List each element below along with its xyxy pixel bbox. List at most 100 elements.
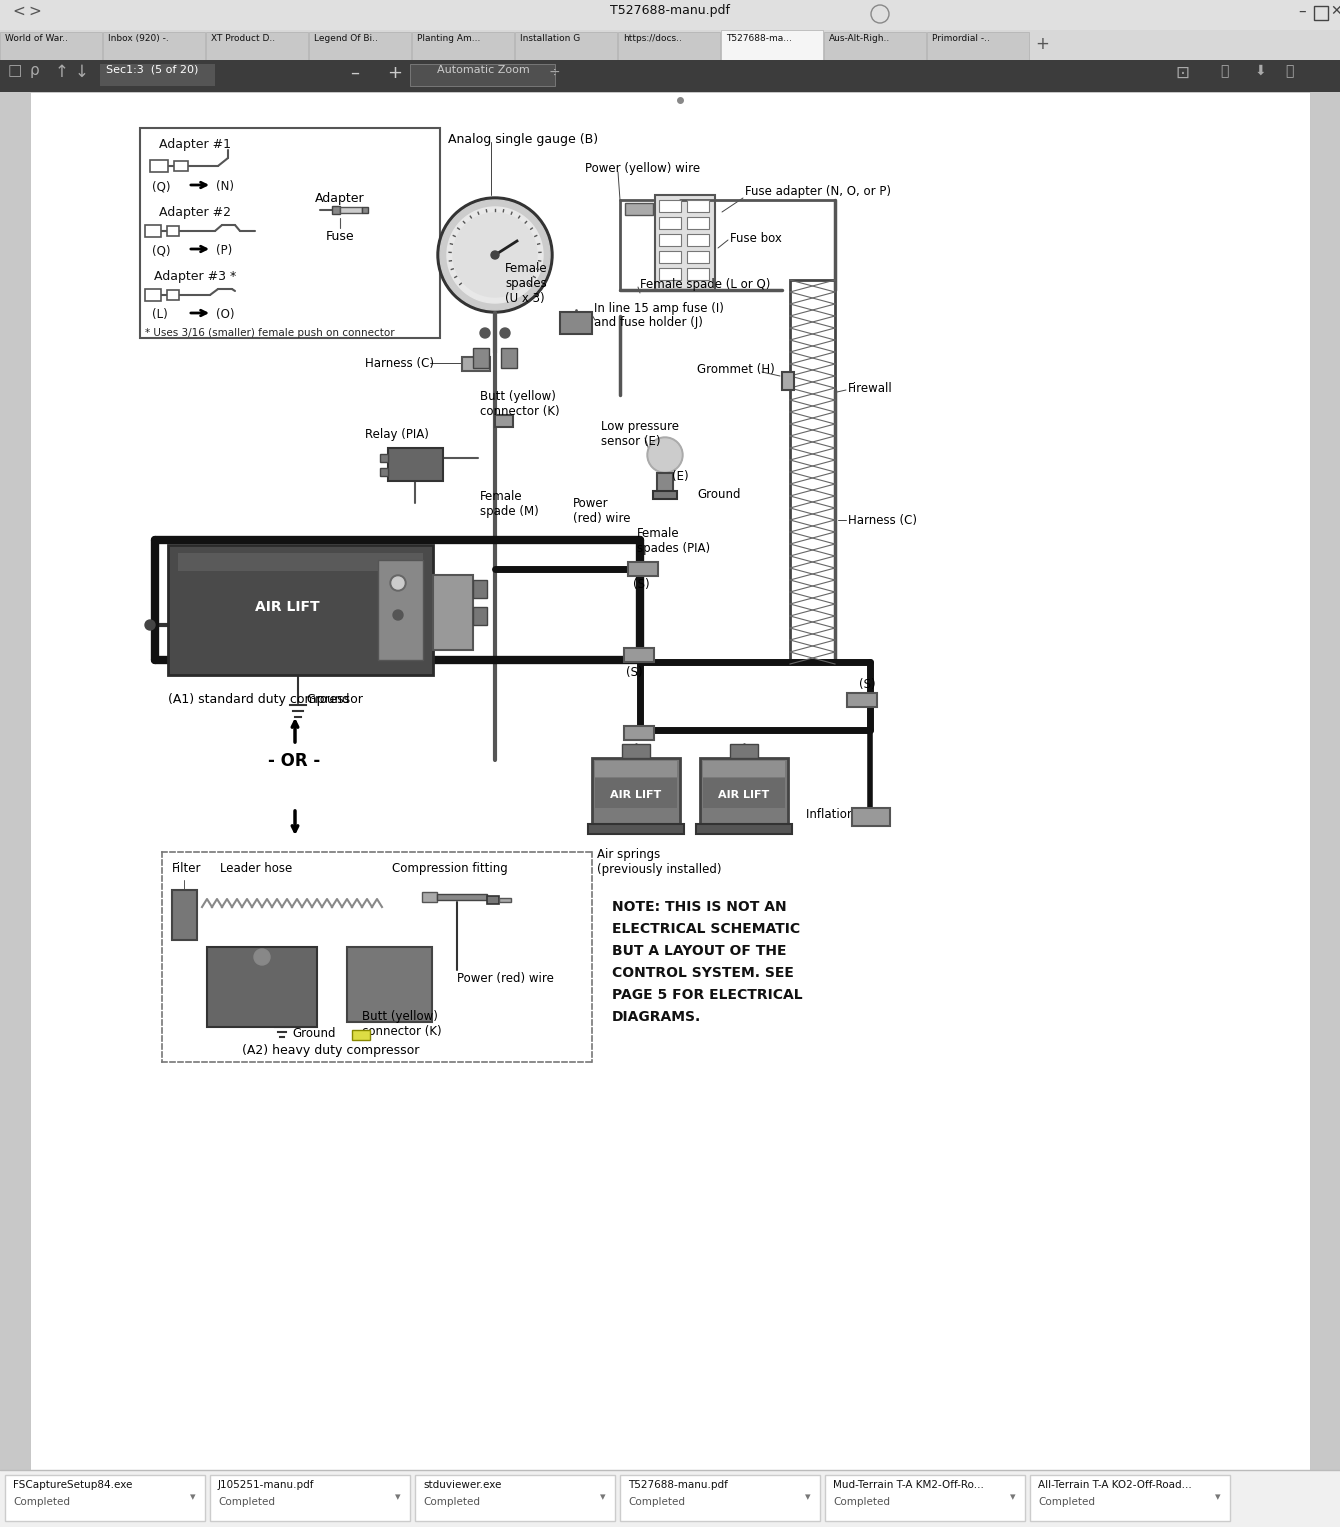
Text: PAGE 5 FOR ELECTRICAL: PAGE 5 FOR ELECTRICAL (612, 988, 803, 1002)
Bar (620, 1475, 820, 1521)
Bar (687, 250, 709, 263)
Text: Butt (yellow)
connector (K): Butt (yellow) connector (K) (480, 389, 560, 418)
Text: Power (yellow) wire: Power (yellow) wire (586, 162, 699, 176)
Text: Firewall: Firewall (848, 382, 892, 395)
Bar (5, 1475, 205, 1521)
Text: Planting Am...: Planting Am... (417, 34, 480, 43)
Bar (825, 1475, 1025, 1521)
Bar (515, 32, 616, 60)
Text: Legend Of Bi..: Legend Of Bi.. (314, 34, 378, 43)
Bar (206, 32, 308, 60)
Bar (473, 348, 489, 368)
Text: DIAGRAMS.: DIAGRAMS. (612, 1009, 701, 1025)
Text: (Q): (Q) (151, 180, 170, 192)
Bar (0, 32, 102, 60)
Circle shape (453, 212, 537, 296)
Circle shape (500, 328, 511, 337)
Text: Butt (yellow)
connector (K): Butt (yellow) connector (K) (362, 1009, 442, 1038)
Bar (172, 890, 197, 941)
Bar (145, 224, 161, 237)
Bar (657, 473, 673, 495)
Bar (210, 1475, 410, 1521)
Bar (653, 492, 677, 499)
Bar (206, 947, 318, 1028)
Bar (415, 1475, 615, 1521)
Text: Completed: Completed (833, 1496, 890, 1507)
Text: Harness (C): Harness (C) (848, 515, 917, 527)
Bar (381, 454, 389, 463)
Bar (0, 1471, 1340, 1527)
Text: T527688-ma...: T527688-ma... (726, 34, 792, 43)
Text: Adapter #2: Adapter #2 (159, 206, 230, 218)
Bar (824, 32, 926, 60)
Bar (624, 203, 653, 215)
Text: AIR LIFT: AIR LIFT (611, 789, 662, 800)
Text: Female
spades
(U x 3): Female spades (U x 3) (505, 263, 548, 305)
Text: Adapter #3 *: Adapter #3 * (154, 270, 236, 282)
Text: ▾: ▾ (190, 1492, 196, 1503)
Circle shape (480, 328, 490, 337)
Text: Installation G: Installation G (520, 34, 580, 43)
Text: (S): (S) (626, 744, 643, 757)
Text: ELECTRICAL SCHEMATIC: ELECTRICAL SCHEMATIC (612, 922, 800, 936)
Circle shape (647, 437, 683, 473)
Bar (628, 562, 658, 576)
Bar (145, 289, 161, 301)
Bar (168, 290, 180, 299)
Bar (473, 608, 486, 625)
Text: (O): (O) (216, 308, 234, 321)
Bar (150, 160, 168, 173)
Bar (332, 206, 340, 214)
Text: Completed: Completed (13, 1496, 70, 1507)
Text: All-Terrain T-A KO2-Off-Road...: All-Terrain T-A KO2-Off-Road... (1038, 1480, 1191, 1490)
Bar (852, 808, 890, 826)
Text: (E): (E) (671, 470, 689, 483)
Circle shape (145, 620, 155, 631)
Text: Completed: Completed (1038, 1496, 1095, 1507)
Text: Adapter #1: Adapter #1 (159, 137, 230, 151)
Circle shape (649, 438, 681, 470)
Bar (721, 31, 823, 60)
Text: (P): (P) (216, 244, 232, 257)
Text: (A2) heavy duty compressor: (A2) heavy duty compressor (243, 1044, 419, 1057)
Text: Power
(red) wire: Power (red) wire (574, 496, 631, 525)
Text: World of War..: World of War.. (5, 34, 68, 43)
Text: □: □ (8, 63, 23, 78)
Text: Harness (C): Harness (C) (364, 357, 434, 370)
Text: Adapter: Adapter (315, 192, 364, 205)
Text: (S): (S) (626, 666, 643, 680)
Text: ✕: ✕ (1331, 5, 1340, 18)
Bar (927, 32, 1029, 60)
Text: T527688-manu.pdf: T527688-manu.pdf (610, 5, 730, 17)
Text: (L): (L) (151, 308, 168, 321)
Bar (595, 760, 677, 777)
Text: T527688-manu.pdf: T527688-manu.pdf (628, 1480, 728, 1490)
Bar (340, 208, 362, 212)
Bar (473, 580, 486, 599)
Text: AIR LIFT: AIR LIFT (718, 789, 769, 800)
Bar (352, 1031, 370, 1040)
Text: XT Product D..: XT Product D.. (210, 34, 275, 43)
Bar (687, 269, 709, 279)
Text: CONTROL SYSTEM. SEE: CONTROL SYSTEM. SEE (612, 967, 793, 980)
Text: Sec1:3  (5 of 20): Sec1:3 (5 of 20) (106, 66, 198, 75)
Text: Analog single gauge (B): Analog single gauge (B) (448, 133, 598, 147)
Text: (A1) standard duty compressor: (A1) standard duty compressor (168, 693, 363, 705)
Text: Filter: Filter (172, 863, 201, 875)
Text: <: < (12, 5, 24, 18)
Bar (389, 447, 444, 481)
Bar (659, 217, 681, 229)
Text: Ground: Ground (292, 1028, 335, 1040)
Text: Mud-Terrain T-A KM2-Off-Ro...: Mud-Terrain T-A KM2-Off-Ro... (833, 1480, 984, 1490)
Bar (687, 234, 709, 246)
Bar (501, 348, 517, 368)
Text: (Q): (Q) (151, 244, 170, 257)
Bar (462, 357, 490, 371)
Bar (411, 32, 515, 60)
Bar (560, 312, 592, 334)
Text: ▾: ▾ (1010, 1492, 1016, 1503)
Text: ▾: ▾ (395, 1492, 401, 1503)
Text: - OR -: - OR - (268, 751, 320, 770)
Bar (655, 195, 716, 290)
Text: Inbox (920) -.: Inbox (920) -. (109, 34, 169, 43)
